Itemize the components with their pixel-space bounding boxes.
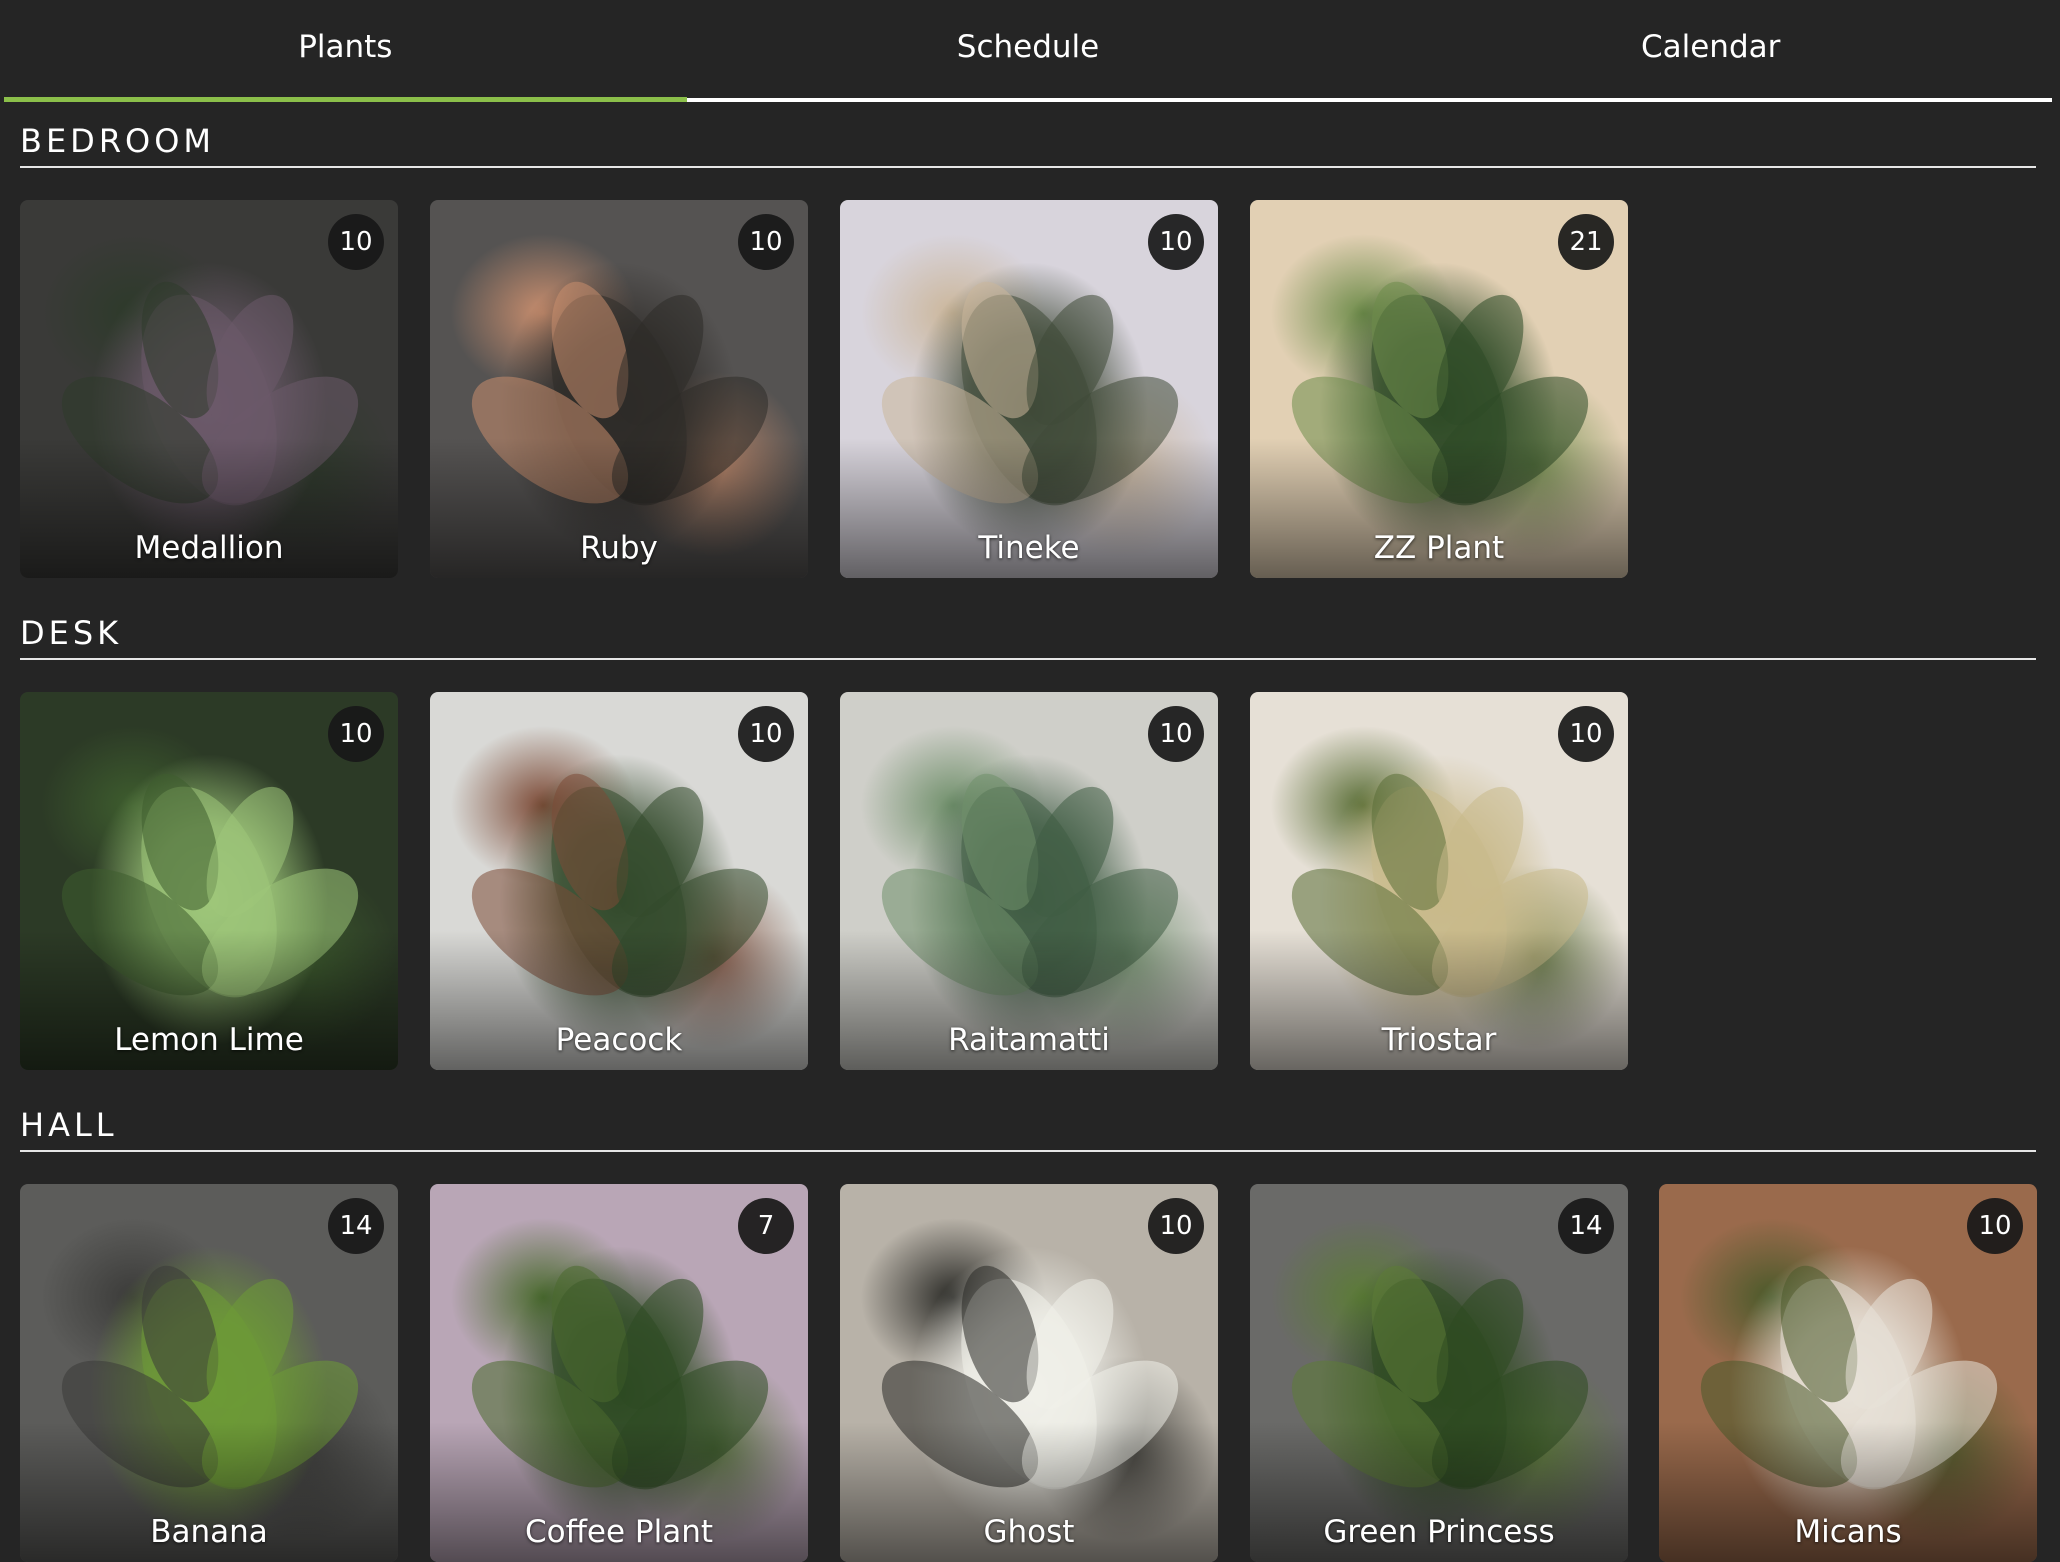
section-header-hall: HALL [20,1104,2036,1152]
section-title: DESK [20,614,123,652]
plant-card[interactable]: 10 Tineke [840,200,1218,578]
plant-name: Coffee Plant [524,1514,714,1550]
plant-name: Micans [1794,1514,1902,1550]
plant-name: Triostar [1381,1022,1497,1058]
card-shade [20,1422,398,1562]
plant-card[interactable]: 10 Peacock [430,692,808,1070]
tab-schedule[interactable]: Schedule [686,0,1370,102]
card-shade [840,1422,1218,1562]
watering-interval-badge: 14 [1558,1198,1614,1254]
card-shade [1250,438,1628,578]
plant-name: Lemon Lime [114,1022,304,1058]
plant-card[interactable]: 10 Ruby [430,200,808,578]
plant-card[interactable]: 10 Triostar [1250,692,1628,1070]
plant-name: Banana [150,1514,268,1550]
plant-name: ZZ Plant [1373,530,1505,566]
watering-interval-badge: 10 [328,214,384,270]
plant-name: Peacock [555,1022,683,1058]
plant-name: Ghost [983,1514,1075,1550]
section-header-desk: DESK [20,612,2036,660]
watering-interval-badge: 7 [738,1198,794,1254]
plant-card[interactable]: 14 Banana [20,1184,398,1562]
watering-interval-badge: 10 [1558,706,1614,762]
card-shade [840,438,1218,578]
watering-interval-badge: 14 [328,1198,384,1254]
watering-interval-badge: 10 [738,706,794,762]
card-shade [430,930,808,1070]
section-title: BEDROOM [20,122,216,160]
plant-card[interactable]: 21 ZZ Plant [1250,200,1628,578]
watering-interval-badge: 10 [1148,214,1204,270]
watering-interval-badge: 10 [328,706,384,762]
plant-card[interactable]: 7 Coffee Plant [430,1184,808,1562]
plant-card[interactable]: 10 Lemon Lime [20,692,398,1070]
plant-card[interactable]: 10 Micans [1659,1184,2037,1562]
watering-interval-badge: 21 [1558,214,1614,270]
plant-card[interactable]: 14 Green Princess [1250,1184,1628,1562]
plant-name: Ruby [580,530,658,566]
card-shade [1250,1422,1628,1562]
watering-interval-badge: 10 [1148,1198,1204,1254]
card-shade [1250,930,1628,1070]
tab-plants[interactable]: Plants [4,0,687,102]
plant-name: Medallion [134,530,284,566]
card-shade [20,438,398,578]
section-header-bedroom: BEDROOM [20,120,2036,168]
plant-card[interactable]: 10 Medallion [20,200,398,578]
card-shade [20,930,398,1070]
watering-interval-badge: 10 [738,214,794,270]
watering-interval-badge: 10 [1148,706,1204,762]
section-title: HALL [20,1106,118,1144]
card-shade [430,438,808,578]
card-shade [430,1422,808,1562]
tab-bar: Plants Schedule Calendar [4,0,2053,102]
tab-calendar[interactable]: Calendar [1369,0,2053,102]
plant-card[interactable]: 10 Raitamatti [840,692,1218,1070]
card-shade [1659,1422,2037,1562]
plant-name: Green Princess [1323,1514,1555,1550]
plant-name: Tineke [978,530,1080,566]
card-shade [840,930,1218,1070]
plant-name: Raitamatti [948,1022,1110,1058]
plant-card[interactable]: 10 Ghost [840,1184,1218,1562]
watering-interval-badge: 10 [1967,1198,2023,1254]
